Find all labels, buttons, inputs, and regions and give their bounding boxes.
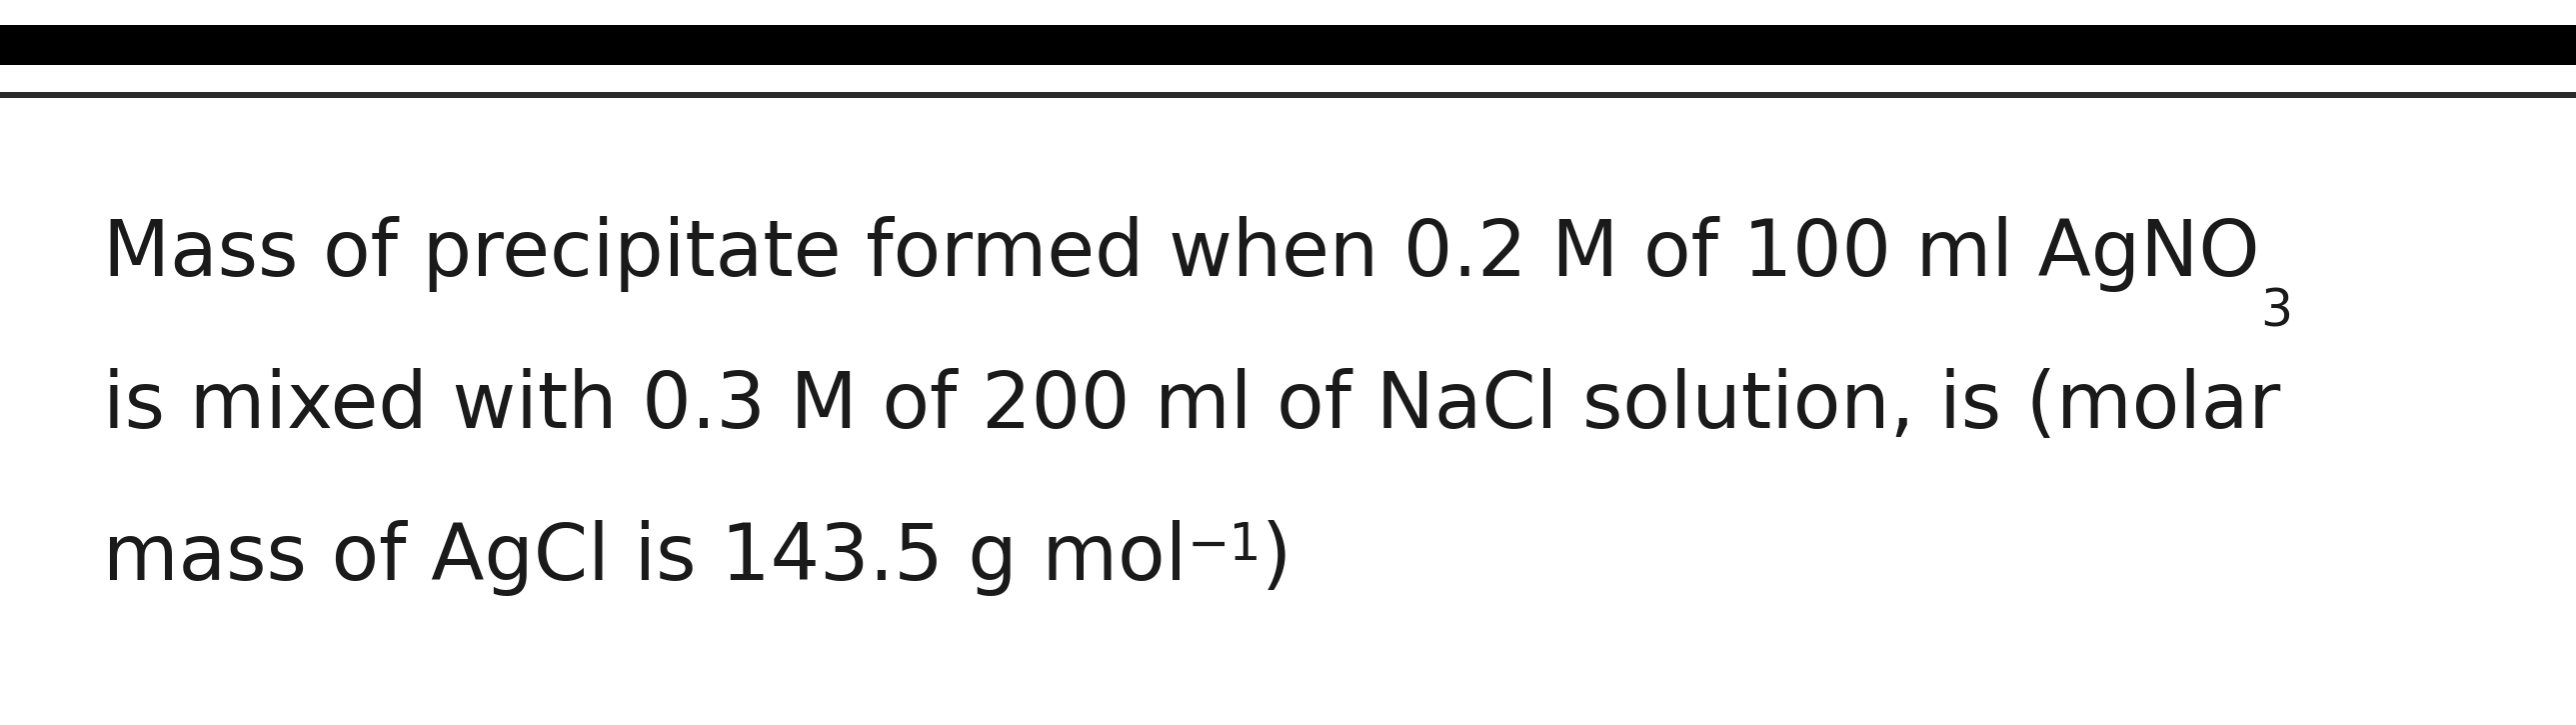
Text: −1: −1 <box>1188 521 1262 571</box>
Bar <box>0 92 2576 98</box>
Text: is mixed with 0.3 M of 200 ml of NaCl solution, is (molar: is mixed with 0.3 M of 200 ml of NaCl so… <box>103 368 2280 444</box>
Text: ): ) <box>1262 520 1291 596</box>
Text: 3: 3 <box>2259 287 2293 337</box>
Text: mass of AgCl is 143.5 g mol: mass of AgCl is 143.5 g mol <box>103 520 1188 596</box>
Text: Mass of precipitate formed when 0.2 M of 100 ml AgNO: Mass of precipitate formed when 0.2 M of… <box>103 215 2259 291</box>
Bar <box>0 25 2576 65</box>
